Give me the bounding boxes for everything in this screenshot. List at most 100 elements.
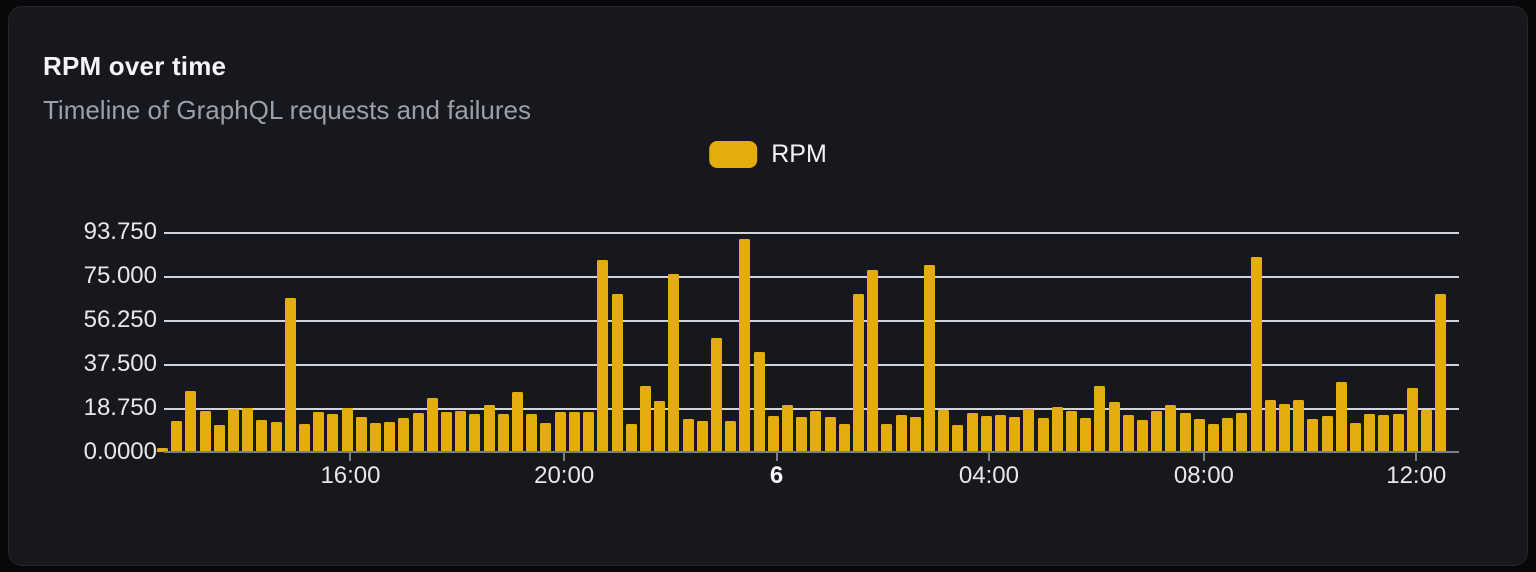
bar[interactable] [199, 410, 211, 452]
bar[interactable] [1364, 413, 1376, 452]
bar[interactable] [1208, 423, 1220, 452]
bar[interactable] [1009, 416, 1021, 452]
bar[interactable] [512, 391, 524, 452]
bar[interactable] [994, 414, 1006, 452]
bar[interactable] [1193, 418, 1205, 452]
bar[interactable] [270, 421, 282, 452]
bar[interactable] [767, 416, 779, 452]
bar[interactable] [1122, 415, 1134, 452]
bar[interactable] [256, 419, 268, 452]
bar[interactable] [299, 423, 311, 452]
bar[interactable] [1421, 409, 1433, 452]
bar[interactable] [185, 390, 197, 452]
bar[interactable] [980, 415, 992, 452]
bar[interactable] [327, 414, 339, 452]
bar[interactable] [1023, 408, 1035, 452]
bar[interactable] [157, 448, 168, 452]
bar[interactable] [938, 410, 950, 452]
bar[interactable] [952, 424, 964, 452]
bar[interactable] [384, 422, 396, 452]
bar[interactable] [739, 238, 751, 452]
gridline [164, 408, 1459, 410]
bar[interactable] [838, 423, 850, 452]
bar[interactable] [696, 421, 708, 452]
bar[interactable] [583, 411, 595, 452]
bar[interactable] [1264, 399, 1276, 452]
bar[interactable] [824, 417, 836, 452]
bar[interactable] [611, 294, 623, 452]
bar[interactable] [1392, 414, 1404, 452]
bar[interactable] [426, 397, 438, 452]
gridline [164, 276, 1459, 278]
chart-panel: RPM over time Timeline of GraphQL reques… [8, 6, 1528, 566]
bar[interactable] [1137, 419, 1149, 452]
bar[interactable] [923, 264, 935, 452]
bar[interactable] [668, 273, 680, 452]
bar[interactable] [1037, 418, 1049, 452]
bar[interactable] [1279, 404, 1291, 452]
bar[interactable] [1222, 417, 1234, 452]
bar[interactable] [1435, 293, 1447, 452]
bar[interactable] [895, 414, 907, 452]
bar[interactable] [412, 413, 424, 452]
bar[interactable] [1307, 419, 1319, 452]
bar[interactable] [1406, 388, 1418, 452]
bar[interactable] [313, 412, 325, 452]
bar[interactable] [469, 413, 481, 452]
bar[interactable] [228, 408, 240, 452]
bar[interactable] [1350, 422, 1362, 452]
bar[interactable] [455, 410, 467, 452]
bar[interactable] [1378, 414, 1390, 452]
bar[interactable] [881, 423, 893, 452]
bar[interactable] [753, 352, 765, 452]
bar[interactable] [682, 418, 694, 452]
bar[interactable] [1335, 381, 1347, 452]
plot-area [157, 232, 1459, 453]
bar[interactable] [725, 421, 737, 452]
y-axis-label: 0.0000 [83, 438, 157, 465]
bar[interactable] [341, 408, 353, 452]
bar[interactable] [1066, 410, 1077, 452]
bar[interactable] [852, 294, 864, 452]
bar[interactable] [568, 411, 580, 452]
bar[interactable] [1236, 413, 1248, 452]
bar[interactable] [1080, 417, 1092, 452]
bar[interactable] [483, 404, 495, 452]
bar[interactable] [1051, 406, 1063, 452]
bar[interactable] [1179, 412, 1191, 452]
bar[interactable] [966, 412, 978, 452]
bar[interactable] [1108, 401, 1120, 452]
x-axis-label: 16:00 [320, 462, 381, 489]
y-axis-label: 37.500 [83, 350, 157, 377]
bar[interactable] [284, 298, 296, 452]
bar[interactable] [242, 408, 254, 452]
bar[interactable] [796, 416, 808, 452]
bar[interactable] [540, 422, 552, 452]
legend-item-rpm[interactable]: RPM [709, 140, 827, 169]
bar[interactable] [1250, 257, 1262, 452]
bar[interactable] [597, 259, 609, 452]
bar[interactable] [781, 405, 793, 452]
bar[interactable] [213, 424, 225, 452]
bar[interactable] [1293, 400, 1305, 452]
bar[interactable] [441, 411, 453, 452]
bar[interactable] [1094, 386, 1106, 452]
bar[interactable] [355, 416, 367, 452]
bar[interactable] [639, 385, 651, 452]
bar[interactable] [497, 414, 509, 452]
bar[interactable] [1151, 410, 1163, 452]
bar[interactable] [867, 270, 879, 452]
bar[interactable] [654, 401, 666, 452]
bar[interactable] [625, 423, 637, 452]
bar[interactable] [171, 421, 183, 452]
bar[interactable] [526, 413, 538, 452]
bar[interactable] [909, 416, 921, 452]
bar[interactable] [398, 417, 410, 452]
bar[interactable] [710, 338, 722, 452]
bar[interactable] [1165, 405, 1177, 452]
bar[interactable] [810, 410, 822, 452]
bar[interactable] [1321, 415, 1333, 452]
bar[interactable] [370, 423, 382, 452]
bar[interactable] [554, 412, 566, 452]
